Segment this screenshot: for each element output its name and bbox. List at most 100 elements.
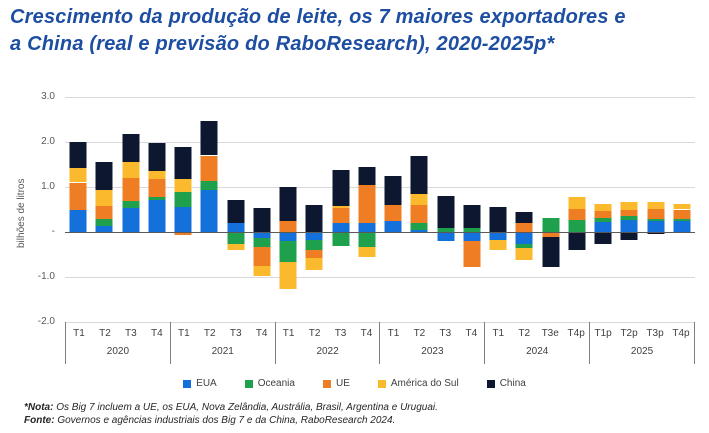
- bar-segment-América do Sul: [568, 196, 586, 209]
- x-tick-label: T1: [492, 328, 505, 339]
- bar-segment-EUA: [227, 223, 245, 232]
- bar-segment-América do Sul: [227, 243, 245, 251]
- bar-slot: [144, 97, 170, 322]
- x-tick-label: T2: [99, 328, 111, 339]
- year-label: 2024: [526, 346, 549, 357]
- bar-slot: [275, 97, 301, 322]
- gridline: [65, 277, 695, 278]
- bar-slot: [170, 97, 196, 322]
- year-label: 2022: [316, 346, 339, 357]
- bar-slot: [564, 97, 590, 322]
- y-tick-label: -1.0: [37, 271, 55, 282]
- bar-segment-EUA: [358, 223, 376, 232]
- bar-segment-UE: [279, 221, 297, 232]
- x-tick-label: T3: [334, 328, 347, 339]
- x-axis-band: T1 T2 T3 T4 2020 T1 T2 T3 T4 2021 T1 T2 T3 T4 2022 T1 T2…: [65, 322, 695, 364]
- bar-segment-América do Sul: [253, 266, 271, 277]
- x-tick-label: T3p: [646, 328, 664, 339]
- year-group-2025: T1p T2p T3p T4p 2025: [589, 322, 695, 364]
- bar-2025-T4p: [673, 97, 691, 322]
- bar-2020-T4: [148, 97, 166, 322]
- bar-slot: [643, 97, 669, 322]
- bar-segment-China: [647, 232, 665, 235]
- bar-segment-EUA: [673, 220, 691, 232]
- bar-2023-T1: [384, 97, 402, 322]
- x-tick-label: T1p: [594, 328, 612, 339]
- bar-segment-América do Sul: [95, 190, 113, 206]
- bar-2022-T2: [305, 97, 323, 322]
- bar-segment-China: [489, 207, 507, 232]
- bar-segment-Oceania: [148, 197, 166, 200]
- bar-segment-UE: [647, 209, 665, 219]
- y-tick-label: -: [51, 226, 55, 237]
- legend-swatch: [183, 379, 192, 388]
- quarter-row: T1 T2 T3 T4: [171, 322, 275, 339]
- bar-segment-Oceania: [542, 218, 560, 232]
- year-label: 2023: [421, 346, 444, 357]
- bar-segment-EUA: [200, 190, 218, 232]
- footnote-fonte: Fonte: Governos e agências industriais d…: [24, 414, 438, 427]
- legend-label: UE: [335, 378, 350, 389]
- bar-2024-T4p: [568, 97, 586, 322]
- bar-segment-China: [148, 142, 166, 171]
- bar-segment-UE: [594, 210, 612, 218]
- x-tick-label: T4p: [567, 328, 585, 339]
- bar-segment-EUA: [647, 221, 665, 232]
- bar-2023-T3: [437, 97, 455, 322]
- year-group-2020: T1 T2 T3 T4 2020: [65, 322, 170, 364]
- bar-segment-Oceania: [358, 232, 376, 247]
- quarter-row: T1 T2 T3 T4: [276, 322, 380, 339]
- bar-segment-China: [384, 176, 402, 205]
- bar-segment-EUA: [253, 232, 271, 239]
- footnote-nota-label: *Nota:: [24, 402, 54, 413]
- bar-segment-Oceania: [227, 232, 245, 244]
- bar-segment-EUA: [305, 232, 323, 241]
- quarter-row: T1 T2 T3 T4: [380, 322, 484, 339]
- x-tick-label: T3: [229, 328, 242, 339]
- x-tick-label: T4p: [672, 328, 690, 339]
- bar-segment-UE: [358, 185, 376, 224]
- bar-segment-América do Sul: [305, 257, 323, 271]
- bar-segment-UE: [620, 209, 638, 216]
- gridline: [65, 97, 695, 98]
- bar-slot: [91, 97, 117, 322]
- bar-segment-EUA: [332, 223, 350, 232]
- page-title-line1: Crescimento da produção de leite, os 7 m…: [10, 6, 626, 28]
- year-label: 2020: [106, 346, 130, 357]
- bar-segment-UE: [174, 232, 192, 235]
- year-label: 2025: [630, 346, 654, 357]
- bar-segment-China: [227, 200, 245, 223]
- bar-slot: [354, 97, 380, 322]
- x-tick-label: T1: [282, 328, 295, 339]
- quarter-row: T1 T2 T3 T4: [66, 322, 170, 339]
- quarter-row: T1p T2p T3p T4p: [590, 322, 694, 339]
- bar-slot: [406, 97, 432, 322]
- bar-segment-América do Sul: [174, 178, 192, 193]
- y-tick-label: 2.0: [41, 136, 55, 147]
- bar-segment-EUA: [594, 222, 612, 232]
- bar-segment-Oceania: [332, 232, 350, 246]
- bar-segment-China: [542, 236, 560, 267]
- bar-segment-China: [69, 142, 87, 169]
- year-group-2022: T1 T2 T3 T4 2022: [274, 322, 380, 364]
- bar-2021-T4: [253, 97, 271, 322]
- bar-slot: [433, 97, 459, 322]
- page-title-line2: a China (real e previsão do RaboResearch…: [10, 33, 555, 55]
- bar-segment-Oceania: [437, 227, 455, 232]
- bar-segment-China: [515, 212, 533, 223]
- bar-slot: [196, 97, 222, 322]
- bar-2025-T2p: [620, 97, 638, 322]
- bar-2021-T2: [200, 97, 218, 322]
- year-label: 2021: [211, 346, 234, 357]
- bar-segment-Oceania: [253, 238, 271, 248]
- bar-segment-Oceania: [174, 192, 192, 208]
- bar-segment-América do Sul: [489, 240, 507, 250]
- bar-segment-Oceania: [515, 243, 533, 248]
- gridline: [65, 187, 695, 188]
- bar-segment-China: [200, 121, 218, 156]
- bar-segment-UE: [542, 232, 560, 237]
- x-tick-label: T1: [177, 328, 190, 339]
- x-axis-line: [65, 232, 695, 233]
- bar-segment-Oceania: [620, 215, 638, 220]
